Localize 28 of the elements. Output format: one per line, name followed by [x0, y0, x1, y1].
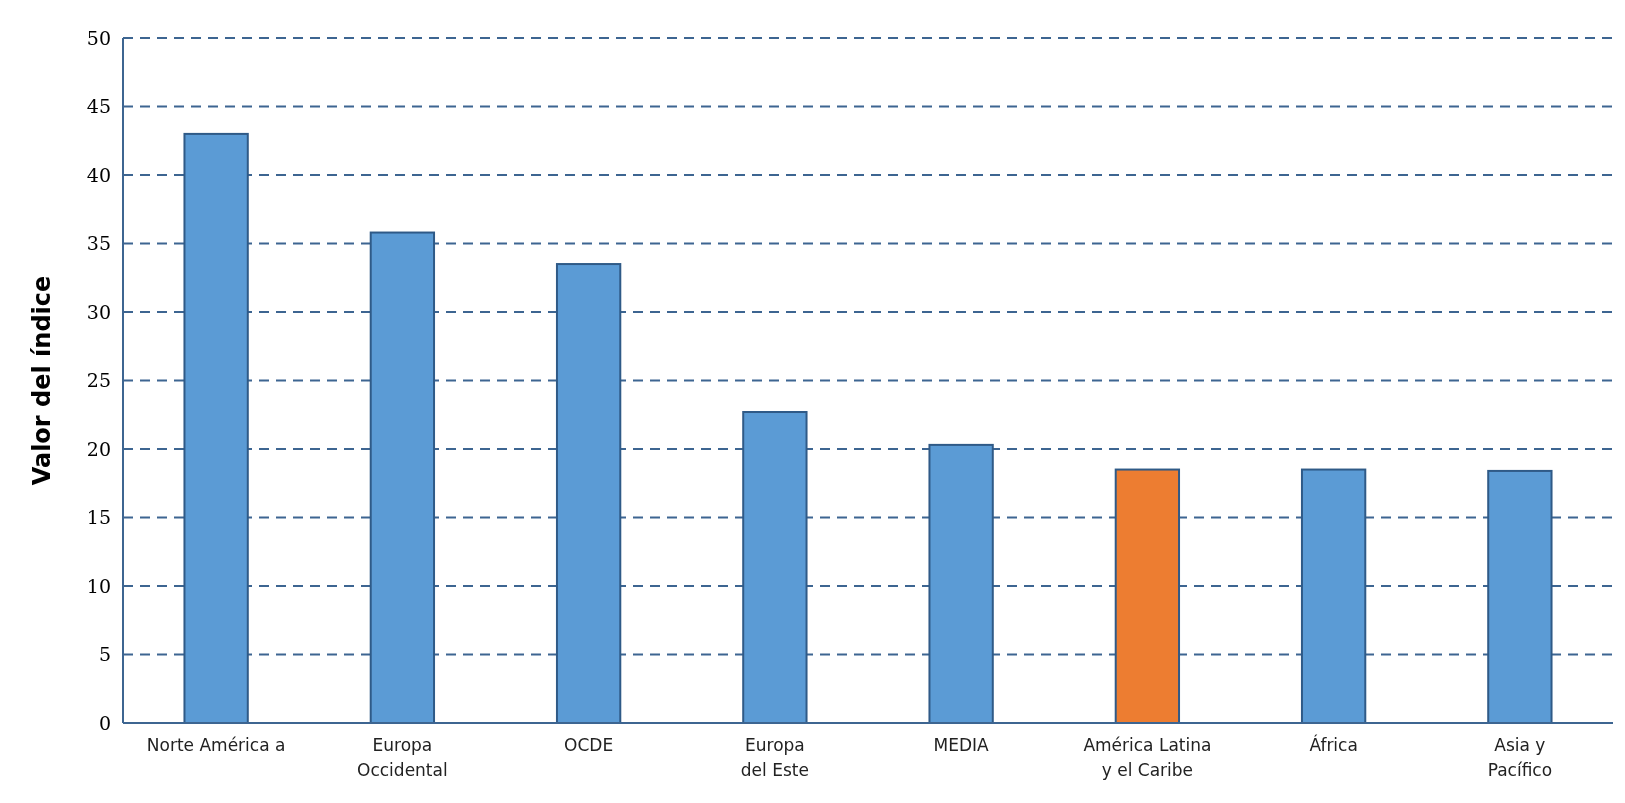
y-tick-label: 40 [86, 163, 111, 186]
y-tick-label: 10 [86, 574, 111, 597]
bar [742, 411, 808, 724]
y-axis-title: Valor del índice [28, 275, 56, 486]
y-tick-label: 15 [86, 506, 111, 529]
bar [1114, 468, 1181, 724]
x-tick-label: Europa Occidental [357, 735, 448, 780]
x-tick-label: América Latina y el Caribe [1083, 735, 1212, 780]
bar [555, 263, 622, 724]
x-tick-label: Asia y Pacífico [1487, 735, 1553, 780]
y-tick-label: 50 [86, 26, 111, 49]
y-tick-label: 25 [86, 369, 111, 392]
bar [369, 231, 436, 724]
x-tick-label: Europa del Este [740, 735, 809, 780]
bar [1300, 468, 1367, 724]
bar [928, 443, 994, 724]
y-tick-label: 45 [86, 95, 111, 118]
y-tick-label: 5 [98, 643, 111, 666]
y-tick-label: 0 [98, 711, 111, 734]
y-tick-label: 35 [86, 232, 111, 255]
x-tick-label: Norte América a [146, 735, 286, 755]
x-tick-label: MEDIA [933, 735, 990, 755]
bar [1487, 469, 1553, 724]
x-tick-label: África [1309, 734, 1358, 755]
y-tick-label: 20 [86, 437, 111, 460]
bar [183, 132, 249, 724]
x-tick-label: OCDE [564, 735, 614, 755]
y-tick-label: 30 [86, 300, 111, 323]
